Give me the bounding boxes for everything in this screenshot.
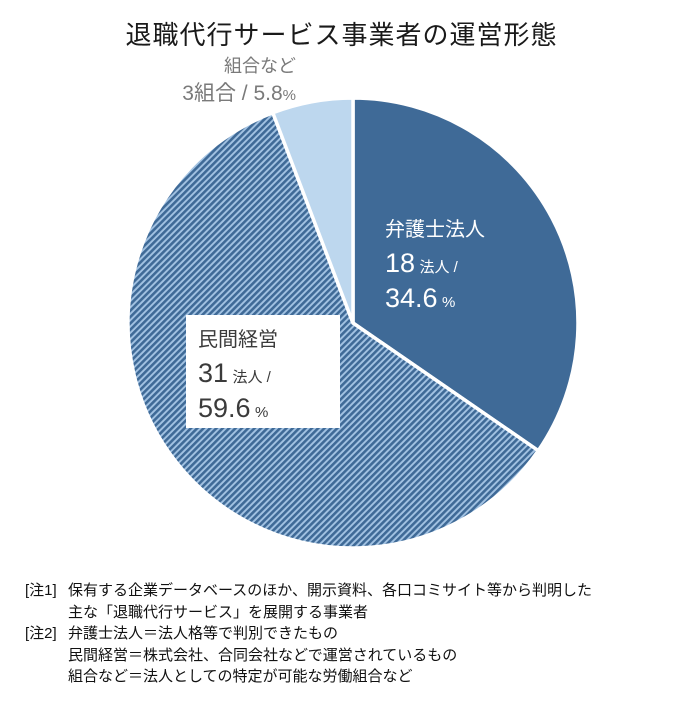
slice-label-lawyer-percent-sign: % (442, 294, 456, 311)
footnote-1: [注1] 保有する企業データベースのほか、開示資料、各口コミサイト等から判明した… (25, 580, 592, 623)
footnote-1-tag: [注1] (25, 582, 57, 599)
footnote-1-line-2: 主な「退職代行サービス」を展開する事業者 (68, 603, 369, 621)
slice-label-lawyer-count-unit: 法人 / (419, 259, 458, 276)
pie-slice-0 (351, 96, 580, 453)
footnote-1-line-1: 保有する企業データベースのほか、開示資料、各口コミサイト等から判明した (68, 582, 592, 599)
slice-label-private: 民間経営 31 法人 / 59.6 % (186, 315, 340, 428)
slice-label-private-percent-sign: % (255, 404, 269, 421)
slice-label-private-percent-row: 59.6 % (198, 395, 340, 422)
slice-label-private-name: 民間経営 (198, 329, 278, 351)
pie-slice-2 (271, 96, 355, 325)
slice-label-private-count-row: 31 法人 / (198, 360, 340, 387)
chart-title: 退職代行サービス事業者の運営形態 (125, 20, 558, 50)
footnote-1-text: 保有する企業データベースのほか、開示資料、各口コミサイト等から判明した 主な「退職… (68, 580, 592, 623)
footnote-2-line-2: 民間経営＝株式会社、合同会社などで運営されているもの (68, 646, 458, 664)
footnote-2: [注2] 弁護士法人＝法人格等で判別できたもの民間経営＝株式会社、合同会社などで… (25, 623, 592, 688)
footnote-2-line-1: 弁護士法人＝法人格等で判別できたもの (68, 625, 339, 642)
footnote-2-line-3: 組合など＝法人としての特定が可能な労働組合など (68, 668, 413, 685)
slice-label-private-count-unit: 法人 / (232, 369, 271, 386)
slice-label-private-percent: 59.6 (198, 393, 251, 423)
slice-label-lawyer-percent: 34.6 (385, 283, 438, 313)
slice-label-private-count: 31 (198, 358, 229, 388)
slice-label-lawyer: 弁護士法人 18 法人 / 34.6 % (385, 213, 485, 320)
slice-label-lawyer-percent-row: 34.6 % (385, 285, 485, 312)
footnotes: [注1] 保有する企業データベースのほか、開示資料、各口コミサイト等から判明した… (25, 580, 592, 688)
footnote-2-text: 弁護士法人＝法人格等で判別できたもの民間経営＝株式会社、合同会社などで運営されて… (68, 623, 592, 688)
slice-label-union-count: 3組合 / 5.8 (182, 81, 283, 105)
slice-label-union: 組合など 3組合 / 5.8% (182, 56, 296, 106)
slice-label-union-percent-sign: % (282, 86, 296, 104)
footnote-2-tag: [注2] (25, 625, 57, 642)
slice-label-union-name: 組合など (224, 56, 296, 76)
slice-label-lawyer-count: 18 (385, 248, 416, 278)
slice-label-union-value: 3組合 / 5.8% (182, 81, 296, 106)
slice-label-lawyer-name: 弁護士法人 (385, 219, 485, 241)
slice-label-lawyer-count-row: 18 法人 / (385, 250, 485, 277)
